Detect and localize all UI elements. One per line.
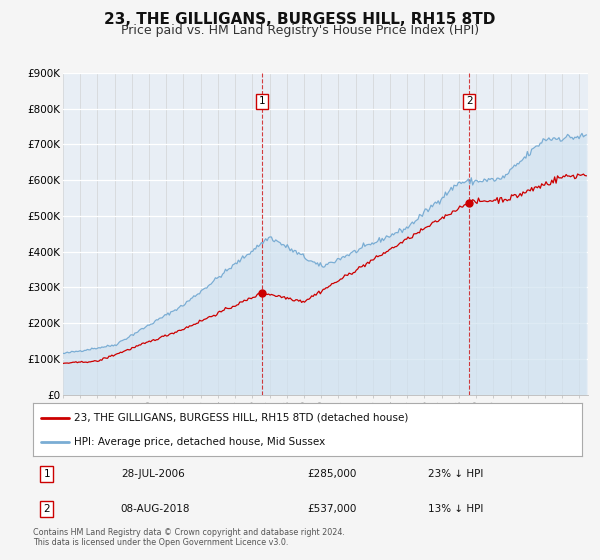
Text: £537,000: £537,000 bbox=[308, 504, 357, 514]
Text: £285,000: £285,000 bbox=[308, 469, 357, 479]
Text: 28-JUL-2006: 28-JUL-2006 bbox=[121, 469, 185, 479]
Text: 1: 1 bbox=[43, 469, 50, 479]
Text: 1: 1 bbox=[259, 96, 265, 106]
Text: HPI: Average price, detached house, Mid Sussex: HPI: Average price, detached house, Mid … bbox=[74, 437, 325, 447]
Text: 2: 2 bbox=[43, 504, 50, 514]
Text: 13% ↓ HPI: 13% ↓ HPI bbox=[428, 504, 484, 514]
Text: 23, THE GILLIGANS, BURGESS HILL, RH15 8TD: 23, THE GILLIGANS, BURGESS HILL, RH15 8T… bbox=[104, 12, 496, 27]
Text: Price paid vs. HM Land Registry's House Price Index (HPI): Price paid vs. HM Land Registry's House … bbox=[121, 24, 479, 37]
Text: 23, THE GILLIGANS, BURGESS HILL, RH15 8TD (detached house): 23, THE GILLIGANS, BURGESS HILL, RH15 8T… bbox=[74, 413, 409, 423]
Text: 23% ↓ HPI: 23% ↓ HPI bbox=[428, 469, 484, 479]
Text: 08-AUG-2018: 08-AUG-2018 bbox=[121, 504, 190, 514]
Text: Contains HM Land Registry data © Crown copyright and database right 2024.
This d: Contains HM Land Registry data © Crown c… bbox=[33, 528, 345, 547]
Text: 2: 2 bbox=[466, 96, 473, 106]
